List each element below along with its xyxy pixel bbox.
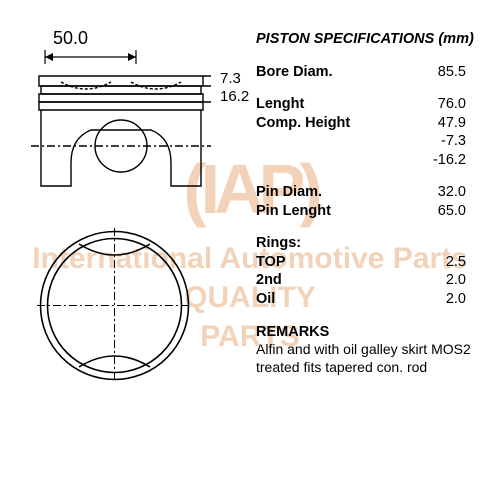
spec-gap xyxy=(256,220,491,234)
spec-label: Pin Diam. xyxy=(256,183,322,202)
remarks-text: Alfin and with oil galley skirt MOS2 tre… xyxy=(256,341,491,377)
spec-row: Rings: xyxy=(256,234,466,253)
spec-label: TOP xyxy=(256,253,286,272)
spec-row: Pin Lenght 65.0 xyxy=(256,202,466,221)
spec-row: Bore Diam. 85.5 xyxy=(256,63,466,82)
spec-gap xyxy=(256,169,491,183)
spec-value: 76.0 xyxy=(438,95,466,114)
dim-side-b: 16.2 xyxy=(220,88,249,105)
spec-row: -7.3 xyxy=(256,132,466,151)
spec-label: Pin Lenght xyxy=(256,202,331,221)
spec-value: -7.3 xyxy=(441,132,466,151)
spec-value: 85.5 xyxy=(438,63,466,82)
spec-value: 47.9 xyxy=(438,114,466,133)
specs-title: PISTON SPECIFICATIONS (mm) xyxy=(256,30,491,49)
spec-row: Lenght 76.0 xyxy=(256,95,466,114)
spec-row: TOP 2.5 xyxy=(256,253,466,272)
specs-table: Bore Diam. 85.5 Lenght 76.0 Comp. Height 47.9… xyxy=(256,63,491,309)
dim-side-a: 7.3 xyxy=(220,70,241,87)
dim-arrow-top xyxy=(43,50,138,64)
spec-row: Pin Diam. 32.0 xyxy=(256,183,466,202)
dim-top-width: 50.0 xyxy=(53,28,88,49)
spec-row: 2nd 2.0 xyxy=(256,271,466,290)
spec-row: Comp. Height 47.9 xyxy=(256,114,466,133)
spec-row: -16.2 xyxy=(256,151,466,170)
spec-value: 2.0 xyxy=(446,290,466,309)
remarks-title: REMARKS xyxy=(256,323,491,342)
piston-top-view xyxy=(37,228,192,383)
spec-row: Oil 2.0 xyxy=(256,290,466,309)
spec-value: 2.5 xyxy=(446,253,466,272)
spec-label: Rings: xyxy=(256,234,301,253)
piston-side-view xyxy=(31,68,211,198)
spec-label: 2nd xyxy=(256,271,282,290)
spec-label: Bore Diam. xyxy=(256,63,333,82)
spec-label: Comp. Height xyxy=(256,114,350,133)
spec-value: 32.0 xyxy=(438,183,466,202)
spec-label: Lenght xyxy=(256,95,304,114)
spec-label: Oil xyxy=(256,290,275,309)
spec-value: 65.0 xyxy=(438,202,466,221)
spec-value: 2.0 xyxy=(446,271,466,290)
spec-value: -16.2 xyxy=(433,151,466,170)
specs-panel: PISTON SPECIFICATIONS (mm) Bore Diam. 85.… xyxy=(256,30,491,377)
spec-gap xyxy=(256,81,491,95)
